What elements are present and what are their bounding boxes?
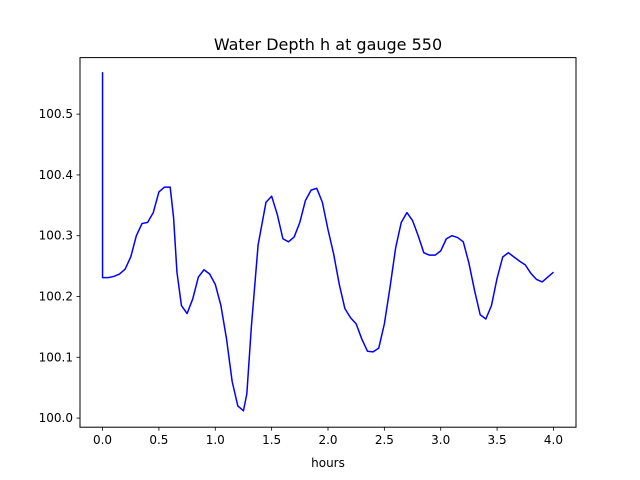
x-tick-label: 0.5: [149, 433, 168, 447]
x-tick-label: 0.0: [93, 433, 112, 447]
plot-lines: [101, 72, 554, 412]
y-tick-label: 100.2: [39, 290, 73, 304]
x-tick-label: 4.0: [544, 433, 563, 447]
x-tick-label: 3.5: [488, 433, 507, 447]
x-tick-label: 2.0: [318, 433, 337, 447]
y-tick-label: 100.5: [39, 107, 73, 121]
y-tick-label: 100.1: [39, 350, 73, 364]
y-axis-ticks: 100.0 100.1 100.2 100.3 100.4 100.5: [39, 107, 80, 425]
axes-frame: [79, 57, 577, 428]
y-tick-label: 100.3: [39, 229, 73, 243]
x-tick-label: 1.5: [262, 433, 281, 447]
x-tick-label: 3.0: [431, 433, 450, 447]
x-tick-label: 1.0: [206, 433, 225, 447]
x-axis-ticks: 0.0 0.5 1.0 1.5 2.0 2.5 3.0 3.5 4.0: [93, 427, 563, 447]
y-tick-label: 100.0: [39, 411, 73, 425]
water-depth-series-line: [101, 72, 554, 412]
x-tick-label: 2.5: [375, 433, 394, 447]
chart-title: Water Depth h at gauge 550: [214, 35, 442, 54]
y-tick-label: 100.4: [39, 168, 73, 182]
x-axis-label: hours: [311, 456, 345, 470]
